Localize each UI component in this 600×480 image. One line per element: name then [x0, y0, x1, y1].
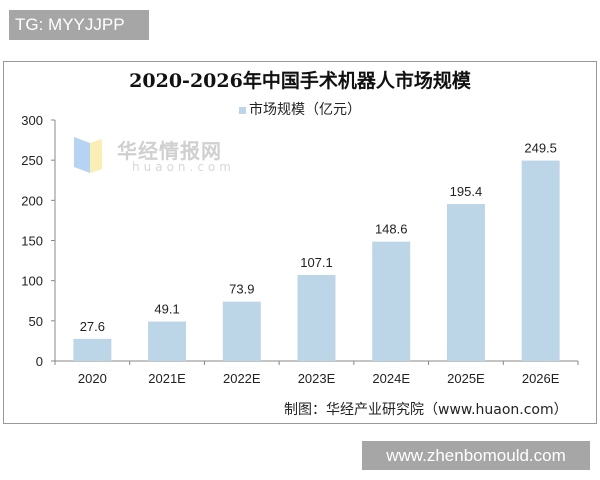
x-tick-label: 2026E: [522, 371, 560, 386]
bar: [73, 338, 112, 361]
legend: 市场规模（亿元）: [0, 99, 600, 119]
y-tick-label: 150: [21, 234, 43, 249]
x-tick-label: 2021E: [148, 371, 186, 386]
data-label: 27.6: [80, 319, 105, 334]
watermark-en: huaon.com: [132, 160, 235, 174]
watermark-logo-icon: [74, 137, 102, 173]
bar: [521, 160, 560, 361]
bar: [222, 301, 261, 361]
source-note: 制图：华经产业研究院（www.huaon.com）: [284, 402, 568, 418]
y-tick-label: 200: [21, 193, 43, 208]
data-label: 195.4: [450, 184, 483, 199]
y-tick-label: 50: [29, 314, 43, 329]
data-label: 249.5: [524, 141, 557, 156]
x-tick-label: 2020: [78, 371, 107, 386]
x-tick-label: 2022E: [223, 371, 261, 386]
x-tick-label: 2025E: [447, 371, 485, 386]
watermark-cn: 华经情报网: [117, 139, 222, 163]
y-tick-label: 100: [21, 274, 43, 289]
data-label: 148.6: [375, 222, 408, 237]
y-tick-label: 0: [36, 354, 43, 369]
legend-label: 市场规模（亿元）: [249, 102, 361, 118]
watermark-logo: 华经情报网 huaon.com: [72, 135, 242, 177]
legend-swatch: [239, 106, 246, 114]
x-tick-label: 2024E: [372, 371, 410, 386]
y-tick-label: 250: [21, 153, 43, 168]
y-tick-label: 300: [21, 113, 43, 128]
bar: [148, 321, 187, 361]
data-label: 107.1: [300, 255, 333, 270]
chart-frame: [3, 61, 597, 424]
data-label: 73.9: [229, 282, 254, 297]
chart-title: 2020-2026年中国手术机器人市场规模: [129, 70, 471, 92]
x-tick-label: 2023E: [298, 371, 336, 386]
bar: [446, 204, 485, 361]
tag-badge: TG: MYYJJPP: [9, 10, 149, 40]
footer-badge: www.zhenbomould.com: [362, 441, 590, 470]
bar: [372, 241, 411, 361]
data-label: 49.1: [154, 302, 179, 317]
bar: [297, 274, 336, 361]
